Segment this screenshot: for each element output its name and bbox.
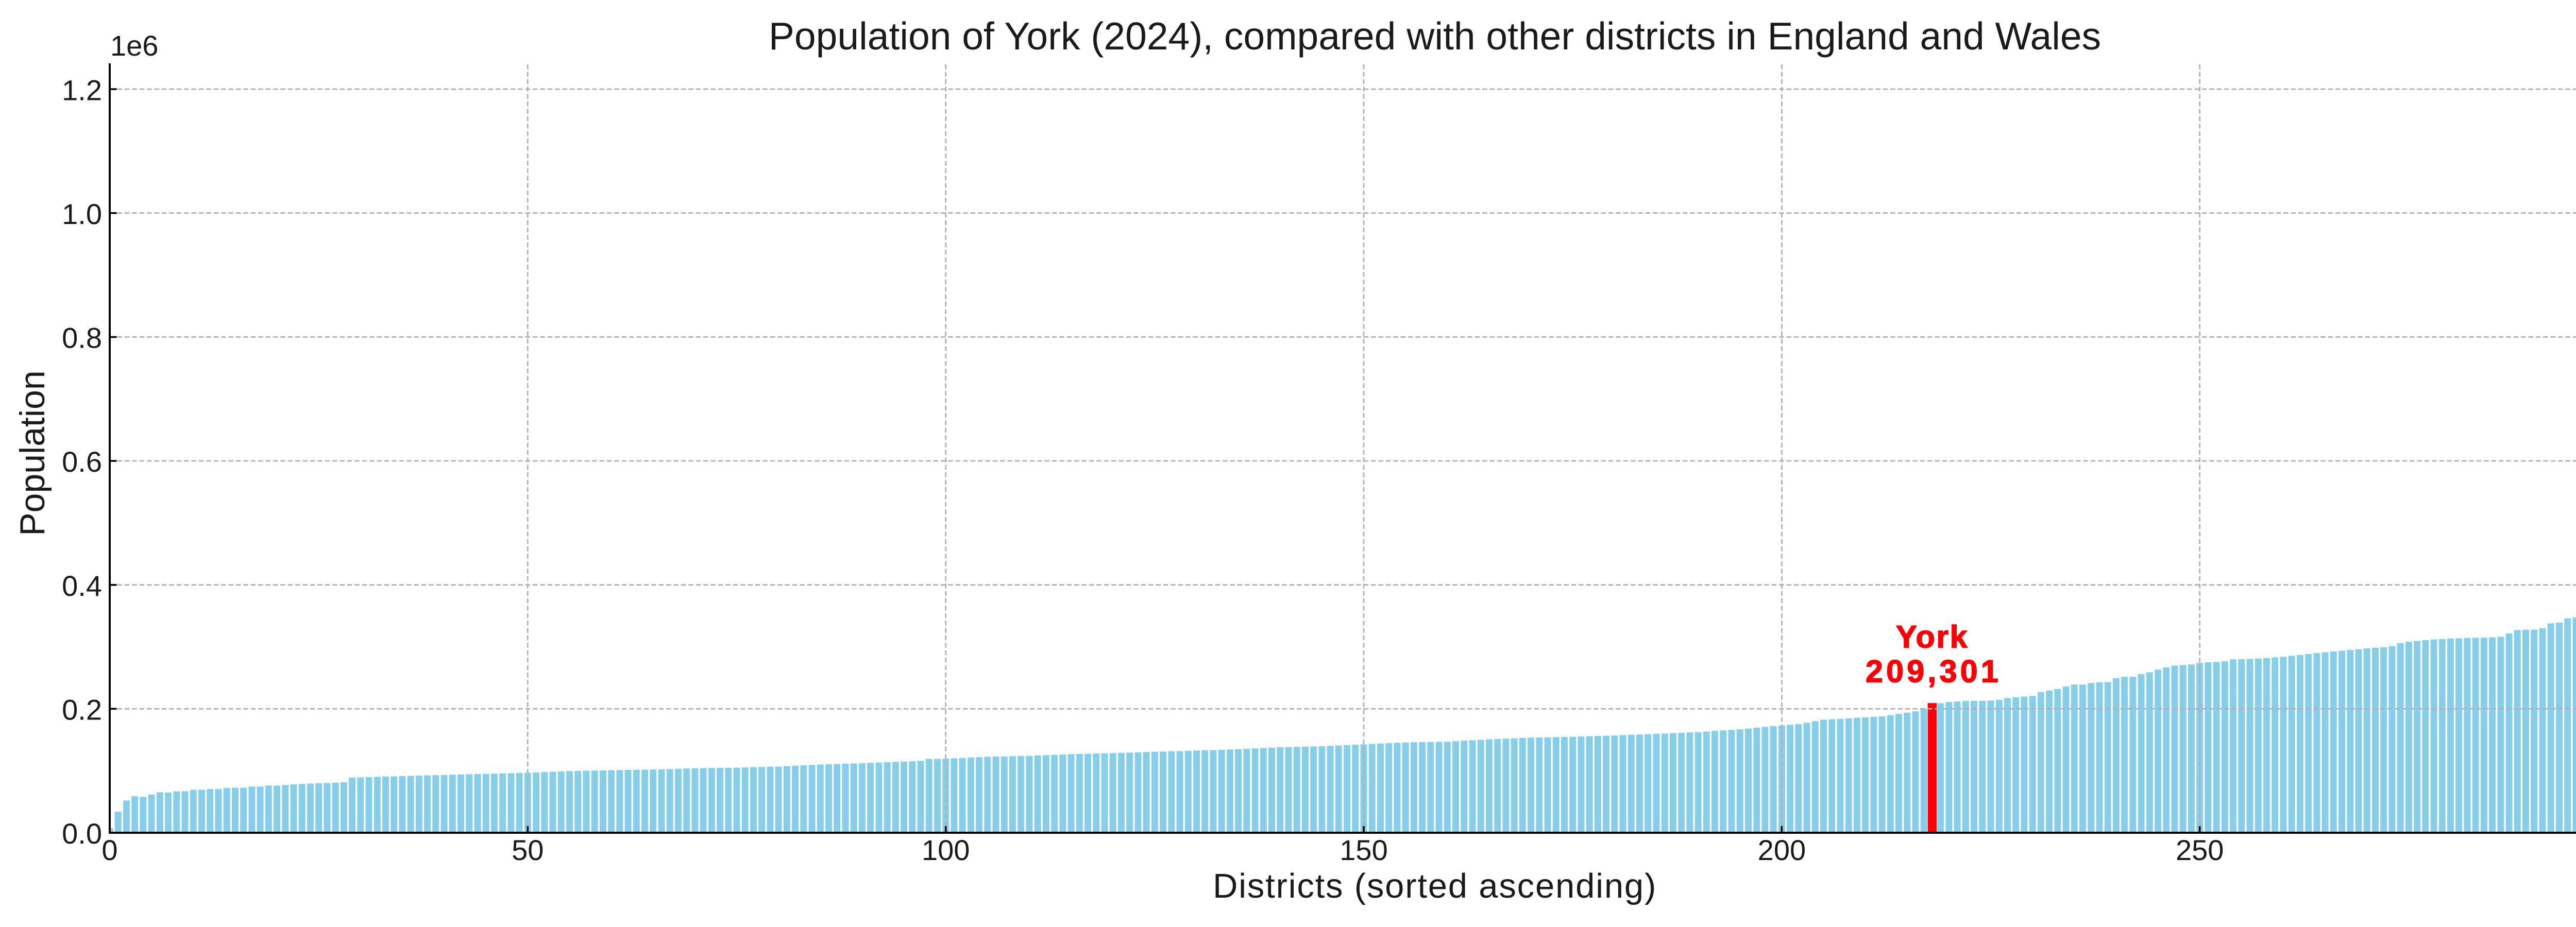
svg-text:0: 0 — [101, 834, 117, 866]
svg-text:0.0: 0.0 — [62, 817, 102, 850]
svg-text:1.0: 1.0 — [62, 198, 102, 230]
svg-text:Population: Population — [13, 370, 52, 536]
svg-text:100: 100 — [922, 834, 970, 866]
svg-text:200: 200 — [1758, 834, 1806, 866]
svg-text:0.2: 0.2 — [62, 694, 102, 726]
svg-text:Districts (sorted ascending): Districts (sorted ascending) — [1213, 867, 1657, 905]
svg-text:1.2: 1.2 — [62, 74, 102, 106]
svg-text:0.8: 0.8 — [62, 322, 102, 354]
svg-text:Population of York (2024), com: Population of York (2024), compared with… — [769, 14, 2101, 58]
svg-text:1e6: 1e6 — [110, 29, 158, 62]
svg-text:209,301: 209,301 — [1866, 654, 2002, 689]
svg-text:York: York — [1896, 620, 1969, 655]
svg-text:150: 150 — [1340, 834, 1387, 866]
svg-text:50: 50 — [512, 834, 544, 866]
svg-text:250: 250 — [2176, 834, 2224, 866]
svg-text:0.6: 0.6 — [62, 445, 102, 478]
svg-text:0.4: 0.4 — [62, 570, 102, 602]
